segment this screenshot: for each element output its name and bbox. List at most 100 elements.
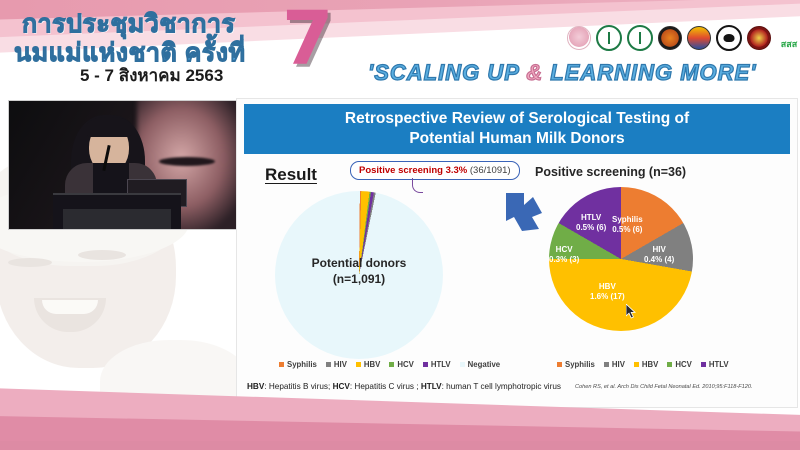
potential-donors-legend: Syphilis HIV HBV HCV HTLV Negative <box>279 360 500 369</box>
callout-highlight-text: Positive screening 3.3% <box>359 165 468 176</box>
slice-label-hiv-value: 0.4% (4) <box>644 255 675 264</box>
tagline-part2: LEARNING MORE' <box>543 59 757 85</box>
conference-title-thai-line2: นมแม่แห่งชาติ ครั้งที่ <box>14 39 246 68</box>
positive-screening-callout: Positive screening 3.3% (36/1091) <box>350 161 520 180</box>
positive-screening-pie-graphic <box>549 187 693 331</box>
callout-detail-text: (36/1091) <box>469 165 511 176</box>
footer-pink-edge <box>0 441 800 450</box>
footnote-abbr-htlv: HTLV <box>420 382 442 391</box>
legend-item-hiv: HIV <box>325 360 347 369</box>
legend-label-hiv: HIV <box>333 360 347 369</box>
tagline-ampersand: & <box>526 59 544 85</box>
legend-item-htlv: HTLV <box>422 360 451 369</box>
legend-label-syphilis: Syphilis <box>287 360 317 369</box>
legend-item-negative: Negative <box>459 360 501 369</box>
positive-screening-pie-chart: Positive screening (n=36) Syphilis 0.5% … <box>527 165 777 365</box>
legend-item-hbv: HBV <box>633 360 659 369</box>
legend-label-htlv: HTLV <box>708 360 729 369</box>
legend-swatch-negative <box>459 362 465 367</box>
royal-patronage-logo-icon <box>567 26 591 50</box>
slide-title-line1: Retrospective Review of Serological Test… <box>344 110 690 127</box>
slice-label-htlv-name: HTLV <box>580 213 602 222</box>
sponsor-logos-row: สสส <box>567 25 800 51</box>
legend-item-hiv: HIV <box>603 360 625 369</box>
legend-swatch-htlv <box>700 362 706 367</box>
result-heading: Result <box>265 165 317 184</box>
unicef-thailand-logo-icon <box>716 25 742 51</box>
abbreviations-footnote: HBV: Hepatitis B virus; HCV: Hepatitis C… <box>247 382 561 391</box>
podium-base-shape <box>63 209 171 229</box>
slice-label-hcv: HCV 0.3% (3) <box>549 245 579 265</box>
legend-item-syphilis: Syphilis <box>557 360 595 369</box>
legend-swatch-hiv <box>325 362 331 367</box>
positive-screening-legend: Syphilis HIV HBV HCV HTLV <box>557 360 729 369</box>
potential-donors-title: Potential donors <box>311 256 407 270</box>
legend-swatch-syphilis <box>557 362 562 367</box>
potential-donors-pie-graphic <box>275 191 443 359</box>
legend-label-hiv: HIV <box>611 360 625 369</box>
slice-label-syphilis-name: Syphilis <box>612 215 643 224</box>
baby-teeth-shape <box>42 300 98 314</box>
legend-label-hcv: HCV <box>397 360 414 369</box>
conference-header-banner: การประชุมวิชาการ นมแม่แห่งชาติ ครั้งที่ … <box>0 0 800 95</box>
legend-item-hcv: HCV <box>667 360 692 369</box>
slide-title-bar: Retrospective Review of Serological Test… <box>244 104 790 154</box>
conference-tagline: 'SCALING UP & LEARNING MORE' <box>367 59 757 86</box>
legend-item-hcv: HCV <box>389 360 414 369</box>
slice-label-htlv: HTLV 0.5% (6) <box>576 213 606 233</box>
legend-swatch-hcv <box>389 362 395 367</box>
callout-pointer <box>412 178 423 193</box>
legend-swatch-htlv <box>422 362 428 367</box>
slice-label-syphilis-value: 0.5% (6) <box>612 225 643 234</box>
potential-donors-pie-label: Potential donors (n=1,091) <box>275 255 443 287</box>
slide-title-line2: Potential Human Milk Donors <box>409 130 625 147</box>
potential-donors-subtitle: (n=1,091) <box>332 272 386 286</box>
presentation-slide: Retrospective Review of Serological Test… <box>236 98 798 408</box>
legend-swatch-hbv <box>633 362 639 367</box>
video-blurred-eye <box>159 157 215 166</box>
legend-label-hbv: HBV <box>363 360 381 369</box>
thaihealth-sss-logo-icon: สสส <box>776 27 800 49</box>
slice-label-hbv: HBV 1.6% (17) <box>590 282 625 302</box>
tagline-part1: 'SCALING UP <box>367 59 527 85</box>
legend-label-htlv: HTLV <box>430 360 451 369</box>
legend-swatch-hbv <box>355 362 361 367</box>
legend-label-negative: Negative <box>467 360 501 369</box>
footnote-abbr-hcv: HCV <box>332 382 350 391</box>
department-of-health-logo-icon <box>627 25 653 51</box>
slice-label-hcv-name: HCV <box>555 245 573 254</box>
positive-screening-title: Positive screening (n=36) <box>535 165 687 179</box>
speaker-video[interactable] <box>8 100 238 230</box>
transition-arrow-icon <box>502 187 550 235</box>
royal-college-logo-icon <box>747 26 771 50</box>
baby-eye-right-shape <box>78 250 126 260</box>
ministry-of-public-health-logo-icon <box>596 25 622 51</box>
source-citation: Cohen RS, et al. Arch Dis Child Fetal Ne… <box>575 384 753 390</box>
conference-edition-number: 7 <box>282 0 334 82</box>
legend-label-hcv: HCV <box>675 360 692 369</box>
conference-date-thai: 5 - 7 สิงหาคม 2563 <box>80 66 224 85</box>
footnote-abbr-hbv: HBV <box>247 382 265 391</box>
speaker-fringe <box>87 117 131 137</box>
legend-label-syphilis: Syphilis <box>565 360 595 369</box>
royal-thai-emblem-logo-icon <box>687 26 711 50</box>
slice-label-hbv-value: 1.6% (17) <box>590 292 625 301</box>
conference-title-thai-line1: การประชุมวิชาการ <box>21 10 236 39</box>
legend-item-htlv: HTLV <box>700 360 729 369</box>
slice-label-htlv-value: 0.5% (6) <box>576 223 607 232</box>
legend-swatch-hcv <box>667 362 673 367</box>
slice-label-hiv-name: HIV <box>652 245 666 254</box>
slice-label-syphilis: Syphilis 0.5% (6) <box>612 215 643 235</box>
slice-label-hcv-value: 0.3% (3) <box>549 255 580 264</box>
legend-swatch-hiv <box>603 362 609 367</box>
legend-item-hbv: HBV <box>355 360 381 369</box>
thai-breastfeeding-center-logo-icon <box>658 26 682 50</box>
potential-donors-pie-chart: Potential donors (n=1,091) <box>257 187 487 362</box>
legend-swatch-syphilis <box>279 362 284 367</box>
legend-label-hbv: HBV <box>641 360 659 369</box>
slice-label-hiv: HIV 0.4% (4) <box>644 245 674 265</box>
baby-eye-left-shape <box>8 258 52 267</box>
slice-label-hbv-name: HBV <box>598 282 616 291</box>
legend-item-syphilis: Syphilis <box>279 360 317 369</box>
